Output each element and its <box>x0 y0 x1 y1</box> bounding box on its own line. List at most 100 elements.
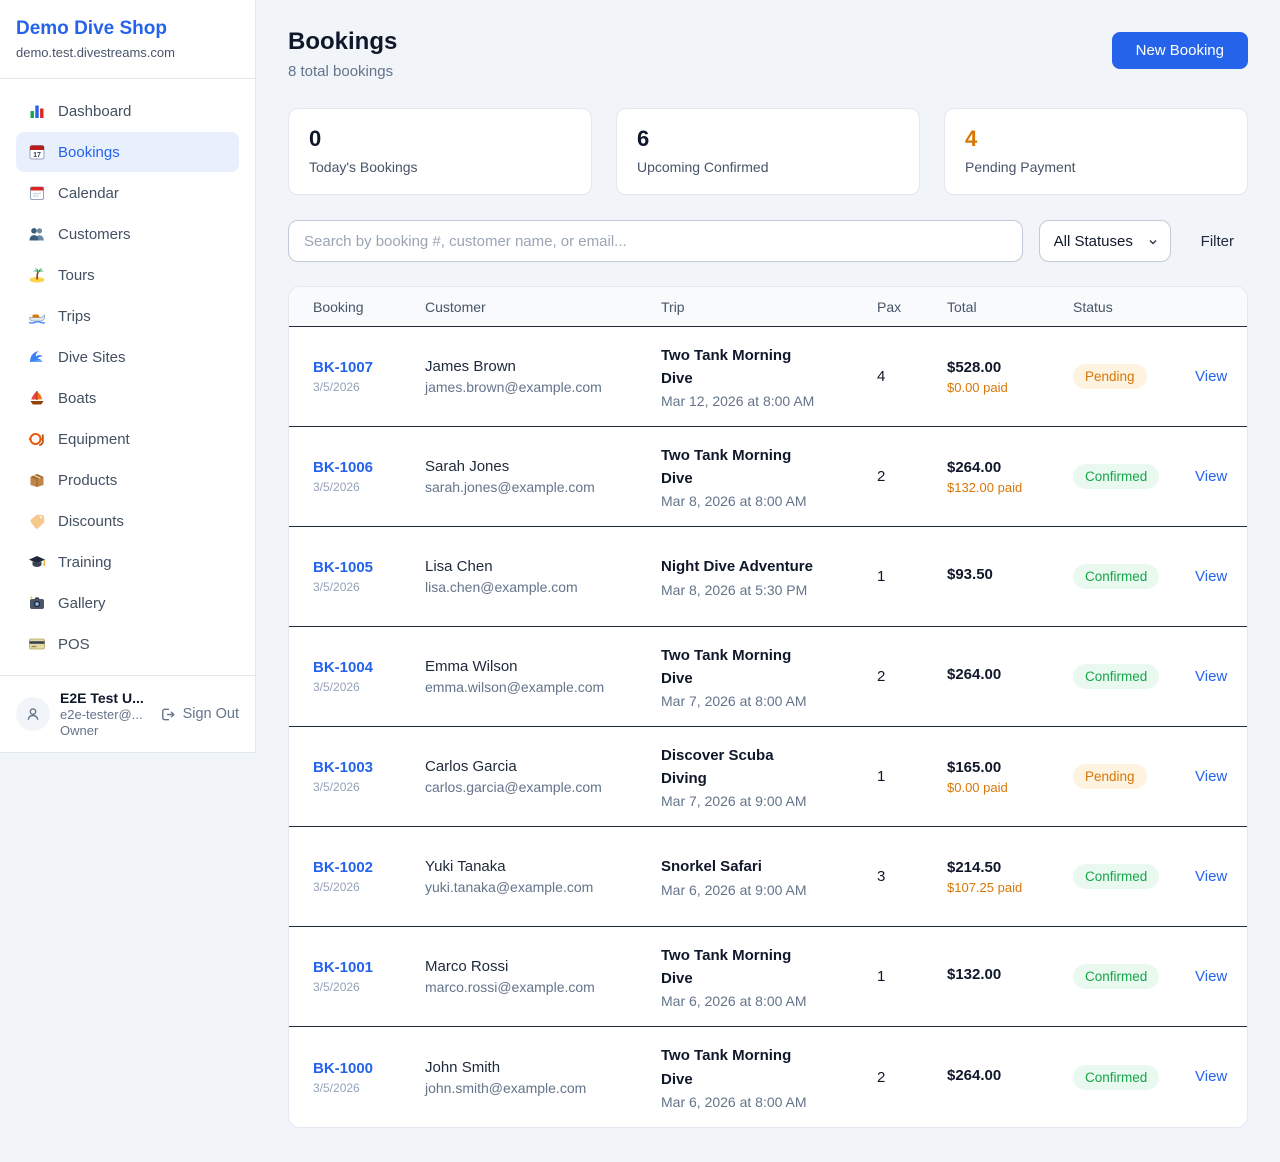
booking-id-link[interactable]: BK-1001 <box>313 959 374 976</box>
filter-button[interactable]: Filter <box>1187 233 1248 250</box>
gallery-camera-icon <box>28 594 46 612</box>
sidebar-item-customers[interactable]: Customers <box>16 214 239 254</box>
customer-email: marco.rossi@example.com <box>425 979 595 995</box>
sidebar-item-training[interactable]: Training <box>16 542 239 582</box>
sidebar-item-label: Dashboard <box>58 102 132 120</box>
sidebar-item-products[interactable]: Products <box>16 460 239 500</box>
booking-date: 3/5/2026 <box>313 1080 360 1095</box>
pax-count: 1 <box>877 968 886 985</box>
sidebar-item-boats[interactable]: Boats <box>16 378 239 418</box>
booking-id-link[interactable]: BK-1003 <box>313 759 374 776</box>
avatar <box>16 697 50 731</box>
customer-email: yuki.tanaka@example.com <box>425 879 594 895</box>
view-link[interactable]: View <box>1195 567 1228 585</box>
table-row: BK-1006 3/5/2026 Sarah Jones sarah.jones@e… <box>289 427 1247 527</box>
total-amount: $264.00 <box>947 458 1002 476</box>
view-link[interactable]: View <box>1195 867 1228 885</box>
sidebar-item-calendar[interactable]: Calendar <box>16 173 239 213</box>
trip-name: Night Dive Adventure <box>661 558 813 576</box>
booking-id-link[interactable]: BK-1000 <box>313 1059 374 1077</box>
table-row: BK-1004 3/5/2026 Emma Wilson emma.wilson@e… <box>289 627 1247 727</box>
table-row: BK-1007 3/5/2026 James Brown james.brown@e… <box>289 327 1247 427</box>
trip-time: Mar 12, 2026 at 8:00 AM <box>661 393 815 410</box>
column-header-trip: Trip <box>661 298 685 315</box>
status-badge: Confirmed <box>1073 464 1160 489</box>
tours-island-icon <box>28 266 46 284</box>
status-badge: Confirmed <box>1073 864 1160 889</box>
new-booking-button[interactable]: New Booking <box>1111 32 1248 69</box>
table-row: BK-1000 3/5/2026 John Smith john.smith@exa… <box>289 1027 1247 1127</box>
customer-email: lisa.chen@example.com <box>425 579 578 595</box>
stat-card-upcoming-confirmed: 6 Upcoming Confirmed <box>616 108 920 195</box>
bookings-calendar-icon: 17 <box>28 143 46 161</box>
column-header-status: Status <box>1073 298 1113 315</box>
sidebar-item-label: Calendar <box>58 184 119 202</box>
booking-id-link[interactable]: BK-1004 <box>313 659 374 676</box>
sidebar-item-equipment[interactable]: Equipment <box>16 419 239 459</box>
booking-date: 3/5/2026 <box>313 680 360 694</box>
customer-email: john.smith@example.com <box>425 1079 587 1096</box>
sidebar: Demo Dive Shop demo.test.divestreams.com… <box>0 0 256 753</box>
customer-email: james.brown@example.com <box>425 379 602 395</box>
main-content: Bookings 8 total bookings New Booking 0 … <box>256 0 1280 1160</box>
stat-card-todays-bookings: 0 Today's Bookings <box>288 108 592 195</box>
products-box-icon <box>28 471 46 489</box>
user-meta: E2E Test U... e2e-tester@... Owner <box>60 690 144 738</box>
trip-time: Mar 6, 2026 at 9:00 AM <box>661 881 807 898</box>
status-badge: Confirmed <box>1073 964 1160 989</box>
view-link[interactable]: View <box>1195 467 1228 485</box>
sidebar-item-dashboard[interactable]: Dashboard <box>16 91 239 131</box>
sidebar-item-label: Customers <box>58 225 131 243</box>
status-filter: All Statuses <box>1038 220 1171 262</box>
trip-time: Mar 7, 2026 at 9:00 AM <box>661 793 807 810</box>
trip-time: Mar 6, 2026 at 8:00 AM <box>661 993 807 1010</box>
customer-name: Emma Wilson <box>425 658 518 675</box>
sidebar-item-dive-sites[interactable]: Dive Sites <box>16 337 239 377</box>
total-amount: $132.00 <box>947 966 1002 983</box>
calendar-icon <box>28 184 46 202</box>
sidebar-item-trips[interactable]: Trips <box>16 296 239 336</box>
page-header: Bookings 8 total bookings New Booking <box>288 28 1248 80</box>
status-badge: Confirmed <box>1073 664 1160 689</box>
booking-date: 3/5/2026 <box>313 580 360 594</box>
status-filter-select[interactable]: All Statuses <box>1038 220 1171 262</box>
view-link[interactable]: View <box>1195 367 1228 385</box>
sidebar-item-discounts[interactable]: Discounts <box>16 501 239 541</box>
booking-date: 3/5/2026 <box>313 780 360 794</box>
table-header-row: Booking Customer Trip Pax Total Status <box>289 287 1247 327</box>
total-amount: $165.00 <box>947 758 1002 776</box>
booking-date: 3/5/2026 <box>313 880 360 894</box>
filter-bar: All Statuses Filter <box>288 220 1248 262</box>
booking-id-link[interactable]: BK-1007 <box>313 359 374 376</box>
paid-amount: $132.00 paid <box>947 479 1023 495</box>
page-subtitle: 8 total bookings <box>288 63 394 80</box>
search-input[interactable] <box>288 220 1023 262</box>
view-link[interactable]: View <box>1195 667 1228 685</box>
trip-name: Two Tank Morning Dive <box>661 646 792 687</box>
sidebar-header: Demo Dive Shop demo.test.divestreams.com <box>0 0 255 79</box>
sidebar-item-label: Discounts <box>58 512 124 530</box>
sidebar-item-gallery[interactable]: Gallery <box>16 583 239 623</box>
customer-email: emma.wilson@example.com <box>425 679 605 695</box>
pos-card-icon <box>28 635 46 653</box>
view-link[interactable]: View <box>1195 1068 1228 1085</box>
sign-out-icon <box>161 708 175 720</box>
sidebar-item-tours[interactable]: Tours <box>16 255 239 295</box>
sidebar-item-bookings[interactable]: 17 Bookings <box>16 132 239 172</box>
sidebar-item-label: Equipment <box>58 430 130 448</box>
booking-id-link[interactable]: BK-1005 <box>313 559 374 576</box>
table-row: BK-1001 3/5/2026 Marco Rossi marco.rossi@e… <box>289 927 1247 1027</box>
booking-id-link[interactable]: BK-1006 <box>313 459 374 476</box>
stat-card-pending-payment: 4 Pending Payment <box>944 108 1248 195</box>
trip-name: Snorkel Safari <box>661 858 762 876</box>
view-link[interactable]: View <box>1195 767 1228 785</box>
sign-out-button[interactable]: Sign Out <box>159 706 239 723</box>
customer-name: Marco Rossi <box>425 958 509 975</box>
booking-id-link[interactable]: BK-1002 <box>313 859 374 876</box>
sidebar-item-label: Products <box>58 471 118 489</box>
sidebar-item-pos[interactable]: POS <box>16 624 239 664</box>
user-name: E2E Test U... <box>60 690 144 706</box>
dashboard-chart-icon <box>28 102 46 120</box>
view-link[interactable]: View <box>1195 967 1228 985</box>
column-header-pax: Pax <box>877 298 902 315</box>
